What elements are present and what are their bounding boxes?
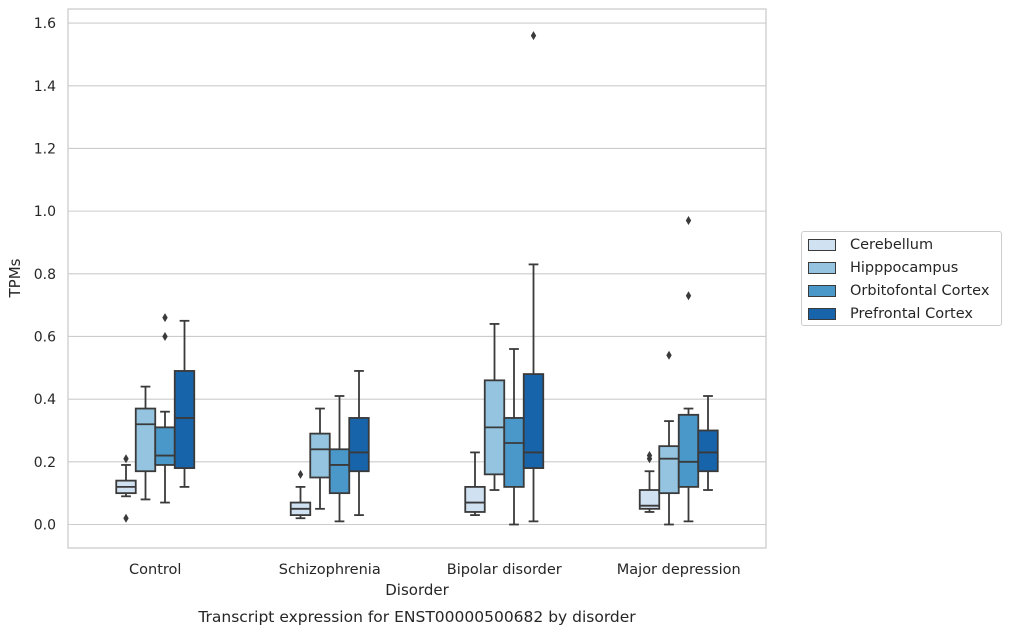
legend-label-prefrontal: Prefrontal Cortex	[850, 306, 973, 322]
box-group	[328, 395, 351, 523]
box	[134, 407, 157, 473]
outlier-point	[123, 513, 129, 523]
box-group	[134, 385, 157, 501]
y-tick-label: 0.8	[34, 267, 56, 283]
box-group	[522, 31, 545, 523]
x-tick-labels: Control Schizophrenia Bipolar disorder Majo…	[129, 562, 741, 578]
x-tick-label: Control	[129, 562, 181, 578]
box	[522, 373, 545, 469]
box	[658, 445, 680, 495]
chart-caption: Transcript expression for ENST0000050068…	[197, 608, 636, 626]
box-group	[115, 454, 137, 523]
legend-swatch-orbitofrontal	[808, 285, 836, 297]
outlier-point	[646, 451, 653, 461]
outlier-point	[162, 313, 168, 323]
outlier-point	[685, 216, 692, 226]
box	[348, 417, 370, 473]
legend-label-cerebellum: Cerebellum	[850, 237, 934, 253]
boxplot-layer	[115, 31, 719, 526]
box	[638, 489, 661, 510]
legend-swatch-prefrontal	[808, 308, 836, 320]
box-group	[677, 216, 700, 523]
box	[697, 429, 719, 473]
legend: Cerebellum Hipppocampus Orbitofontal Cor…	[801, 231, 1002, 326]
box	[464, 485, 486, 513]
box	[328, 448, 351, 495]
box-group	[309, 407, 331, 510]
x-axis-label: Disorder	[385, 581, 449, 599]
x-tick-label: Schizophrenia	[279, 562, 381, 578]
y-tick-label: 1.0	[34, 204, 56, 220]
outlier-point	[123, 454, 129, 464]
box-group	[464, 451, 486, 516]
outlier-point	[685, 291, 692, 301]
box	[173, 370, 196, 469]
box-group	[348, 370, 370, 516]
y-tick-label: 1.2	[34, 141, 56, 157]
y-tick-label: 0.2	[34, 455, 56, 471]
box	[154, 426, 176, 466]
box	[503, 417, 525, 488]
x-tick-label: Bipolar disorder	[447, 562, 562, 578]
box-group	[697, 395, 719, 491]
y-axis-label: TPMs	[6, 258, 24, 298]
box-group	[658, 350, 680, 526]
plot-frame	[67, 8, 767, 549]
box-group	[503, 348, 525, 526]
y-tick-label: 0.0	[34, 517, 56, 533]
legend-label-orbitofrontal: Orbitofontal Cortex	[850, 283, 990, 299]
outlier-point	[666, 350, 672, 360]
legend-label-hippocampus: Hipppocampus	[850, 260, 959, 276]
y-tick-label: 0.6	[34, 329, 56, 345]
legend-item-hippocampus: Hipppocampus	[808, 258, 958, 278]
y-tick-label: 1.4	[34, 79, 56, 95]
box-group	[289, 469, 312, 520]
legend-item-prefrontal: Prefrontal Cortex	[808, 304, 973, 324]
y-tick-labels: 0.0 0.2 0.4 0.6 0.8 1.0 1.2 1.4 1.6	[34, 16, 56, 533]
outlier-point	[297, 469, 304, 479]
box	[309, 432, 331, 479]
box-group	[173, 319, 196, 488]
box-group	[154, 313, 176, 504]
outlier-point	[162, 331, 168, 341]
box-group	[638, 451, 661, 513]
legend-swatch-hippocampus	[808, 262, 836, 274]
legend-item-cerebellum: Cerebellum	[808, 235, 933, 255]
box	[677, 413, 700, 488]
legend-swatch-cerebellum	[808, 239, 836, 251]
outlier-point	[530, 31, 537, 41]
x-tick-label: Major depression	[617, 562, 741, 578]
box-group	[483, 323, 506, 491]
y-tick-label: 1.6	[34, 16, 56, 32]
y-tick-label: 0.4	[34, 392, 56, 408]
legend-item-orbitofrontal: Orbitofontal Cortex	[808, 281, 989, 301]
